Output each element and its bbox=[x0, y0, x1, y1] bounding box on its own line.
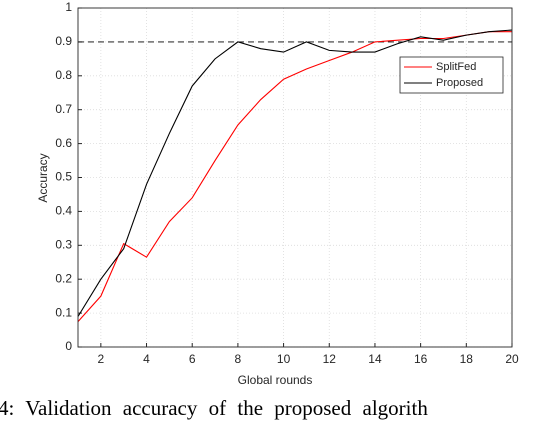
x-tick-label: 12 bbox=[323, 352, 337, 366]
x-tick-label: 14 bbox=[368, 352, 382, 366]
x-tick-label: 20 bbox=[505, 352, 519, 366]
legend-box bbox=[399, 56, 504, 94]
x-axis-label: Global rounds bbox=[238, 373, 313, 387]
x-tick-label: 8 bbox=[235, 352, 242, 366]
y-tick-label: 0.6 bbox=[55, 136, 72, 150]
x-tick-label: 10 bbox=[277, 352, 291, 366]
y-tick-label: 0.8 bbox=[55, 68, 72, 82]
x-tick-label: 4 bbox=[143, 352, 150, 366]
y-tick-label: 0.5 bbox=[55, 170, 72, 184]
legend-label: Proposed bbox=[436, 77, 483, 89]
y-tick-label: 0.4 bbox=[55, 204, 72, 218]
caption: 4: Validation accuracy of the proposed a… bbox=[0, 396, 428, 420]
y-tick-label: 0.3 bbox=[55, 237, 72, 251]
data-line bbox=[77, 29, 513, 317]
x-tick-label: 2 bbox=[97, 352, 104, 366]
data-line bbox=[77, 31, 512, 322]
x-tick-label: 18 bbox=[460, 352, 474, 366]
legend-label: SplitFed bbox=[436, 61, 476, 73]
y-tick-label: 0.9 bbox=[55, 34, 72, 48]
y-tick-label: 1 bbox=[65, 0, 72, 14]
x-tick-label: 6 bbox=[189, 352, 196, 366]
axes-box bbox=[77, 7, 513, 348]
y-tick-label: 0.7 bbox=[55, 102, 72, 116]
y-tick-label: 0 bbox=[65, 339, 72, 353]
y-tick-label: 0.1 bbox=[55, 305, 72, 319]
y-axis-label: Accuracy bbox=[36, 153, 50, 202]
y-tick-label: 0.2 bbox=[55, 271, 72, 285]
x-tick-label: 16 bbox=[414, 352, 428, 366]
